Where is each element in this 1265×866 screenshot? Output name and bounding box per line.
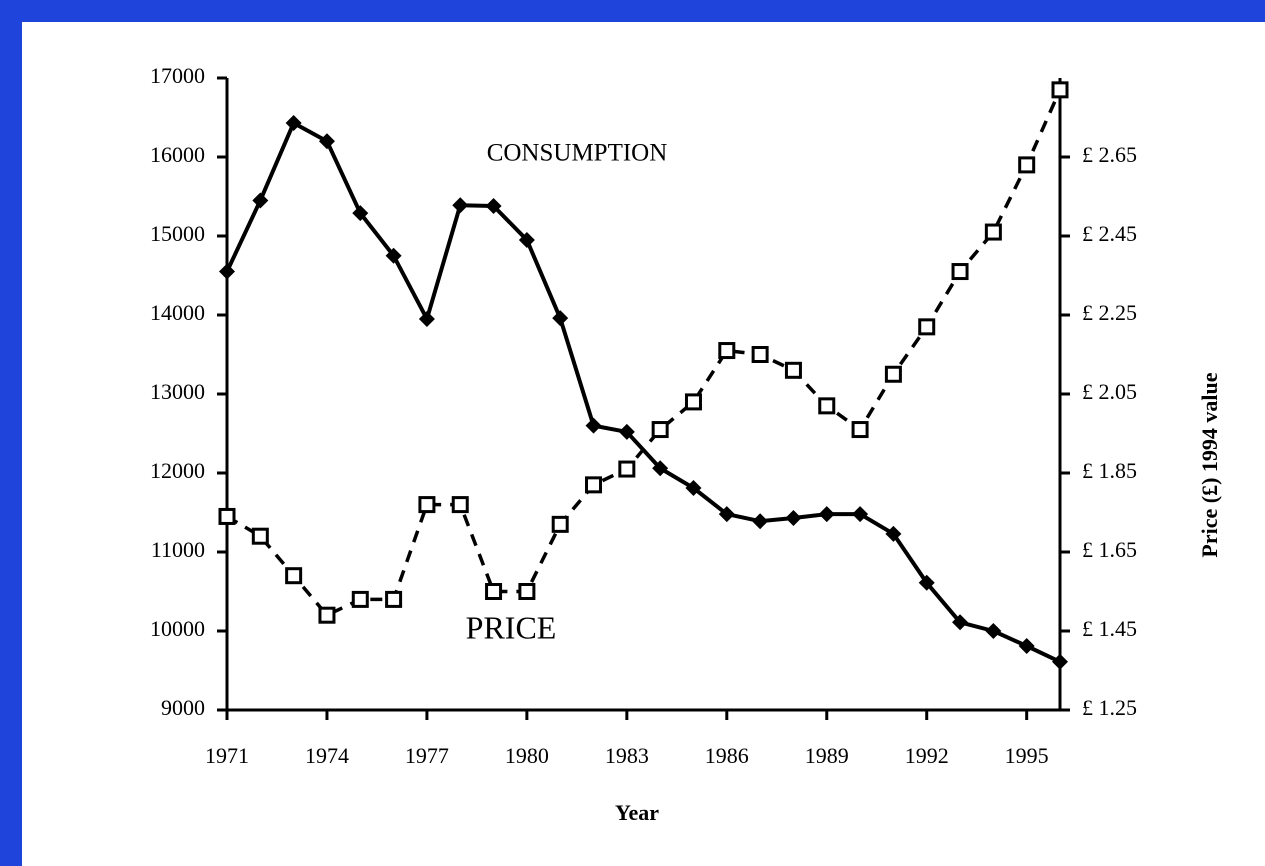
marker <box>285 567 303 585</box>
marker <box>918 318 936 336</box>
annotation: PRICE <box>466 609 557 645</box>
marker <box>851 421 869 439</box>
marker <box>318 606 336 624</box>
marker <box>884 365 902 383</box>
marker <box>251 527 269 545</box>
marker <box>352 205 369 222</box>
y2-tick-label: £ 2.25 <box>1082 300 1137 325</box>
y2-tick-label: £ 1.65 <box>1082 537 1137 562</box>
marker <box>218 507 236 525</box>
marker <box>818 397 836 415</box>
marker <box>1052 653 1068 670</box>
marker <box>252 192 269 209</box>
marker <box>752 513 769 530</box>
y2-tick-label: £ 2.45 <box>1082 221 1137 246</box>
marker <box>385 590 403 608</box>
marker <box>518 231 535 248</box>
marker <box>318 133 335 150</box>
marker <box>585 417 602 434</box>
y-tick-label: 16000 <box>150 142 205 167</box>
marker <box>684 393 702 411</box>
x-tick-label: 1980 <box>505 743 549 768</box>
y-tick-label: 13000 <box>150 379 205 404</box>
marker <box>751 346 769 363</box>
y-tick-label: 9000 <box>161 695 205 720</box>
x-tick-label: 1995 <box>1005 743 1049 768</box>
marker <box>551 515 569 533</box>
marker <box>951 263 969 281</box>
marker <box>418 496 436 514</box>
y2-tick-label: £ 1.45 <box>1082 616 1137 641</box>
y2-axis-label: Price (£) 1994 value <box>1197 372 1222 557</box>
marker <box>418 310 435 327</box>
marker <box>618 460 636 478</box>
marker <box>452 197 469 214</box>
x-tick-label: 1989 <box>805 743 849 768</box>
marker <box>618 423 635 440</box>
marker <box>552 310 569 327</box>
x-axis-label: Year <box>615 800 659 825</box>
marker <box>952 614 969 631</box>
marker <box>685 480 702 497</box>
y-tick-label: 15000 <box>150 221 205 246</box>
marker <box>718 342 736 360</box>
x-tick-label: 1971 <box>205 743 249 768</box>
y-tick-label: 12000 <box>150 458 205 483</box>
y-tick-label: 17000 <box>150 63 205 88</box>
x-tick-label: 1983 <box>605 743 649 768</box>
y2-tick-label: £ 2.65 <box>1082 142 1137 167</box>
marker <box>351 590 369 608</box>
annotation: CONSUMPTION <box>487 140 668 167</box>
y-tick-label: 11000 <box>151 537 205 562</box>
marker <box>984 223 1002 241</box>
background <box>22 22 1265 866</box>
x-tick-label: 1986 <box>705 743 749 768</box>
marker <box>852 506 869 523</box>
y2-tick-label: £ 1.25 <box>1082 695 1137 720</box>
marker <box>1018 156 1036 174</box>
x-tick-label: 1974 <box>305 743 349 768</box>
marker <box>885 525 902 542</box>
marker <box>285 115 302 132</box>
marker <box>485 583 503 600</box>
x-tick-label: 1977 <box>405 743 449 768</box>
y2-tick-label: £ 1.85 <box>1082 458 1137 483</box>
marker <box>385 247 402 264</box>
marker <box>785 510 802 527</box>
marker <box>219 263 235 280</box>
marker <box>784 361 802 379</box>
marker <box>451 496 469 514</box>
series-line <box>225 121 1061 664</box>
marker <box>585 476 603 494</box>
marker <box>718 506 735 523</box>
marker <box>1018 638 1035 655</box>
marker <box>652 460 669 477</box>
marker <box>985 623 1002 639</box>
y-tick-label: 14000 <box>150 300 205 325</box>
marker <box>651 421 669 439</box>
y2-tick-label: £ 2.05 <box>1082 379 1137 404</box>
marker <box>518 583 536 600</box>
x-tick-label: 1992 <box>905 743 949 768</box>
y-tick-label: 10000 <box>150 616 205 641</box>
marker <box>485 197 502 214</box>
marker <box>1051 81 1069 99</box>
marker <box>818 506 835 523</box>
marker <box>918 574 935 591</box>
series-line <box>226 89 1062 617</box>
